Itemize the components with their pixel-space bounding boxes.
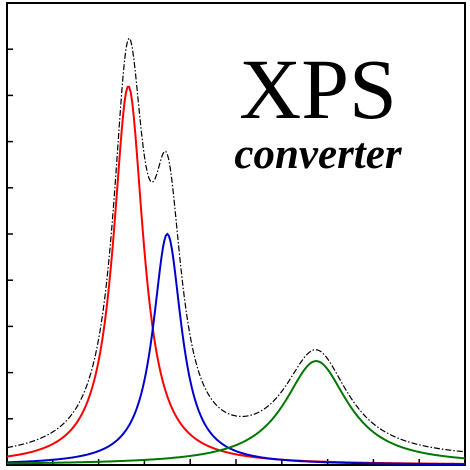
component-peak-3 — [6, 360, 466, 465]
component-peak-2 — [6, 232, 465, 466]
plot-frame — [6, 2, 466, 466]
envelope-curve — [6, 36, 466, 453]
spectrum-curves — [6, 36, 466, 466]
logo-title: XPS — [239, 41, 397, 137]
logo-subtitle: converter — [234, 131, 402, 178]
